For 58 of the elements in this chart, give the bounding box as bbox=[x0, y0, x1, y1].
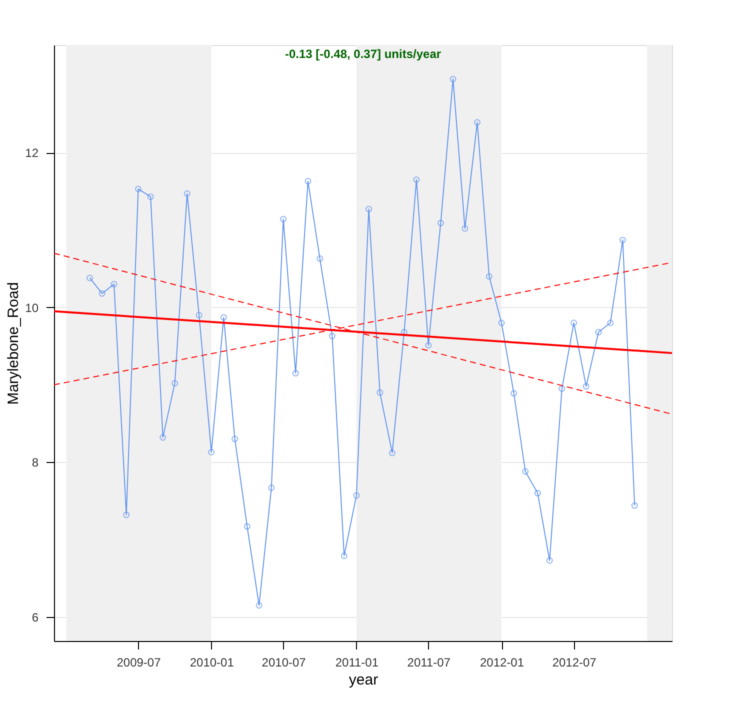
point bbox=[619, 236, 626, 244]
point bbox=[498, 320, 505, 326]
point bbox=[232, 436, 238, 442]
y-tick-label: 8 bbox=[32, 456, 39, 470]
y-tick-label: 12 bbox=[25, 146, 39, 160]
point bbox=[366, 206, 372, 212]
x-tick-label: 2009-07 bbox=[116, 656, 162, 670]
point bbox=[304, 178, 312, 184]
point bbox=[340, 552, 348, 560]
x-tick-label: 2011-01 bbox=[335, 656, 379, 670]
point bbox=[280, 216, 287, 222]
point bbox=[570, 320, 578, 326]
point bbox=[474, 119, 480, 126]
x-tick-label: 2010-01 bbox=[190, 656, 234, 670]
point bbox=[595, 328, 602, 336]
point bbox=[256, 602, 262, 609]
point bbox=[413, 176, 420, 183]
point bbox=[220, 314, 227, 321]
point bbox=[462, 225, 468, 232]
point bbox=[98, 290, 106, 297]
point bbox=[522, 468, 529, 475]
point bbox=[425, 342, 432, 349]
y-tick-label: 6 bbox=[32, 610, 39, 625]
point bbox=[510, 390, 518, 397]
point bbox=[123, 512, 130, 518]
point bbox=[437, 220, 444, 226]
point bbox=[196, 312, 202, 318]
point bbox=[316, 255, 324, 262]
point bbox=[558, 385, 566, 392]
x-tick-label: 2012-07 bbox=[552, 656, 597, 670]
point bbox=[582, 383, 590, 390]
point bbox=[172, 380, 178, 386]
point bbox=[450, 76, 456, 82]
y-tick-label: 10 bbox=[25, 300, 39, 315]
point bbox=[184, 190, 190, 197]
point bbox=[244, 523, 250, 530]
x-tick-label: 2012-01 bbox=[480, 656, 524, 670]
point bbox=[160, 434, 166, 441]
point bbox=[388, 450, 396, 456]
point bbox=[376, 389, 384, 396]
x-tick-label: 2011-07 bbox=[407, 656, 451, 670]
point bbox=[208, 448, 215, 456]
x-tick-label: 2010-07 bbox=[262, 656, 306, 670]
x-axis-title: year bbox=[348, 672, 378, 688]
annotation: -0.13 [-0.48, 0.37] units/year bbox=[284, 47, 442, 61]
point bbox=[353, 492, 360, 499]
point bbox=[607, 320, 614, 326]
point bbox=[268, 484, 275, 491]
point bbox=[546, 557, 553, 564]
point bbox=[147, 193, 154, 200]
point bbox=[292, 370, 299, 376]
point bbox=[400, 328, 408, 336]
point bbox=[534, 490, 541, 496]
point bbox=[486, 273, 492, 280]
point bbox=[135, 186, 142, 192]
y-axis-title: Marylebone_Road bbox=[5, 282, 22, 405]
point bbox=[328, 332, 336, 340]
point bbox=[110, 280, 118, 288]
